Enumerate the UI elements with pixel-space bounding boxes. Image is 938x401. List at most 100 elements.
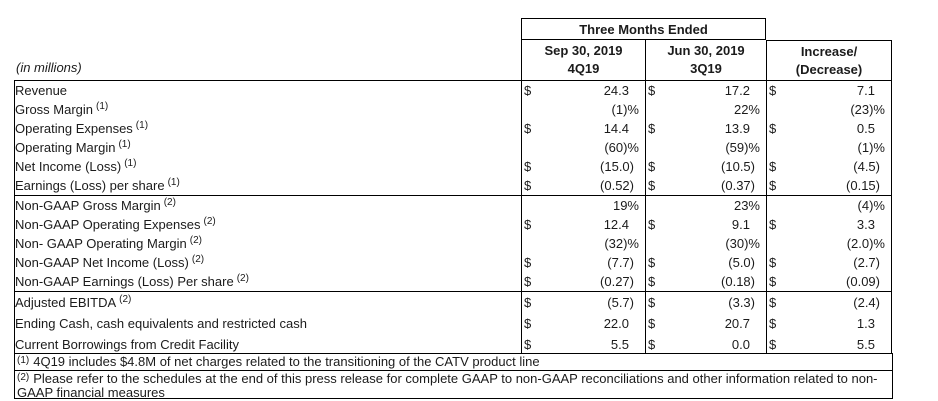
cell-4q19: (32)% [521,234,646,253]
cell-value: (5.0) [728,255,755,270]
cell-increase-decrease: (4)% [766,195,892,215]
footnote-marker: (2) [236,273,249,284]
dollar-sign: $ [769,337,777,352]
cell-value: (32)% [604,236,639,251]
footnote-1: (1) 4Q19 includes $4.8M of net charges re… [14,353,893,371]
cell-3q19: $ (10.5) [645,157,767,176]
cell-increase-decrease: (2.0)% [766,234,892,253]
footnote-marker: (2) [191,254,205,265]
row-label-text: Non- GAAP Operating Margin [15,236,187,251]
cell-3q19: $13.9 [645,119,767,138]
footnote-2: (2) Please refer to the schedules at the … [14,370,893,400]
row-label-text: Operating Expenses [15,121,133,136]
row-label: Operating Expenses (1) [15,119,522,138]
cell-3q19: $ (0.18) [645,272,767,292]
cell-4q19: $ (7.7) [521,253,646,272]
row-label: Gross Margin (1) [15,100,522,119]
cell-value: 14.4 [603,121,629,136]
dollar-sign: $ [648,295,656,310]
cell-4q19: $ (15.0) [521,157,646,176]
dollar-sign: $ [648,178,656,193]
cell-value: 17.2 [724,83,750,98]
cell-value: (15.0) [600,159,634,174]
column-header-line2: (Decrease) [795,61,863,77]
cell-value: 5.5 [856,337,875,352]
table-row: Earnings (Loss) per share (1) $ (0.52) $ (0… [15,176,892,196]
cell-3q19: $0.0 [645,334,767,356]
dollar-sign: $ [524,274,532,289]
dollar-sign: $ [648,316,656,331]
row-label: Non-GAAP Gross Margin (2) [14,195,522,215]
footnote-2-text: Please refer to the schedules at the end… [17,371,878,400]
cell-increase-decrease: $3.3 [766,215,892,234]
row-label-text: Adjusted EBITDA [15,295,117,310]
dollar-sign: $ [648,159,656,174]
cell-value: (2.7) [853,255,880,270]
dollar-sign: $ [524,83,532,98]
row-label: Current Borrowings from Credit Facility [15,334,522,356]
dollar-sign: $ [524,178,532,193]
row-label: Earnings (Loss) per share (1) [15,176,522,196]
cell-value: 13.9 [724,121,750,136]
row-label: Non-GAAP Earnings (Loss) Per share (2) [15,272,522,292]
cell-value: 5.5 [610,337,629,352]
cell-increase-decrease: $7.1 [766,80,892,100]
row-label: Net Income (Loss) (1) [15,157,522,176]
cell-3q19: $ (3.3) [645,291,767,313]
cell-4q19: $24.3 [521,80,646,100]
table-row: Adjusted EBITDA (2) $ (5.7) $ (3.3) $ (2.4) [14,291,892,313]
cell-increase-decrease: (1)% [766,138,892,157]
cell-4q19: $ (0.27) [521,272,646,292]
row-label-text: Revenue [15,83,68,98]
row-label-text: Net Income (Loss) [15,159,122,174]
cell-value: (10.5) [721,159,755,174]
cell-value: (0.27) [600,274,634,289]
cell-value: 19% [612,198,639,213]
dollar-sign: $ [524,255,532,270]
dollar-sign: $ [524,121,532,136]
row-label: Non-GAAP Net Income (Loss) (2) [15,253,522,272]
cell-value: 22.0 [603,316,629,331]
dollar-sign: $ [524,295,532,310]
table-row: Non-GAAP Net Income (Loss) (2) $ (7.7) $ (5… [15,253,892,272]
footnote-marker: (2) [119,294,132,305]
cell-value: (1)% [857,140,885,155]
cell-increase-decrease: $1.3 [766,313,892,334]
row-label: Non- GAAP Operating Margin (2) [15,234,522,253]
table-row: Non- GAAP Operating Margin (2) (32)% (30)… [15,234,892,253]
financial-table-body: Revenue $24.3 $17.2 $7.1 Gross Margin (1)… [14,80,892,356]
cell-increase-decrease: $ (2.7) [766,253,892,272]
row-label-text: Ending Cash, cash equivalents and restri… [15,316,307,331]
cell-value: (30)% [725,236,760,251]
dollar-sign: $ [648,83,656,98]
dollar-sign: $ [524,316,532,331]
footnote-marker: (1) [124,158,137,169]
cell-value: 20.7 [724,316,750,331]
cell-value: (0.18) [721,274,755,289]
cell-increase-decrease: $ (0.09) [766,272,892,292]
cell-value: (60)% [604,140,639,155]
dollar-sign: $ [524,217,532,232]
cell-3q19: 23% [645,195,767,215]
cell-value: (1)% [611,102,639,117]
units-note: (in millions) [16,60,82,75]
cell-value: (0.15) [846,178,880,193]
cell-3q19: $ (5.0) [645,253,767,272]
cell-increase-decrease: $ (0.15) [766,176,892,196]
row-label: Adjusted EBITDA (2) [14,291,522,313]
cell-value: (4.5) [853,159,880,174]
cell-value: (5.7) [607,295,634,310]
dollar-sign: $ [769,274,777,289]
table-row: Operating Expenses (1) $14.4 $13.9 $0.5 [15,119,892,138]
table-row: Non-GAAP Earnings (Loss) Per share (2) $ (… [15,272,892,292]
cell-value: (2.4) [853,295,880,310]
row-label-text: Gross Margin [15,102,94,117]
cell-3q19: $20.7 [645,313,767,334]
cell-value: 9.1 [731,217,750,232]
table-row: Gross Margin (1) (1)% 22% (23)% [15,100,892,119]
cell-3q19: 22% [645,100,767,119]
footnote-marker: (1) [96,101,109,112]
cell-value: 0.0 [731,337,750,352]
cell-value: 7.1 [856,83,875,98]
